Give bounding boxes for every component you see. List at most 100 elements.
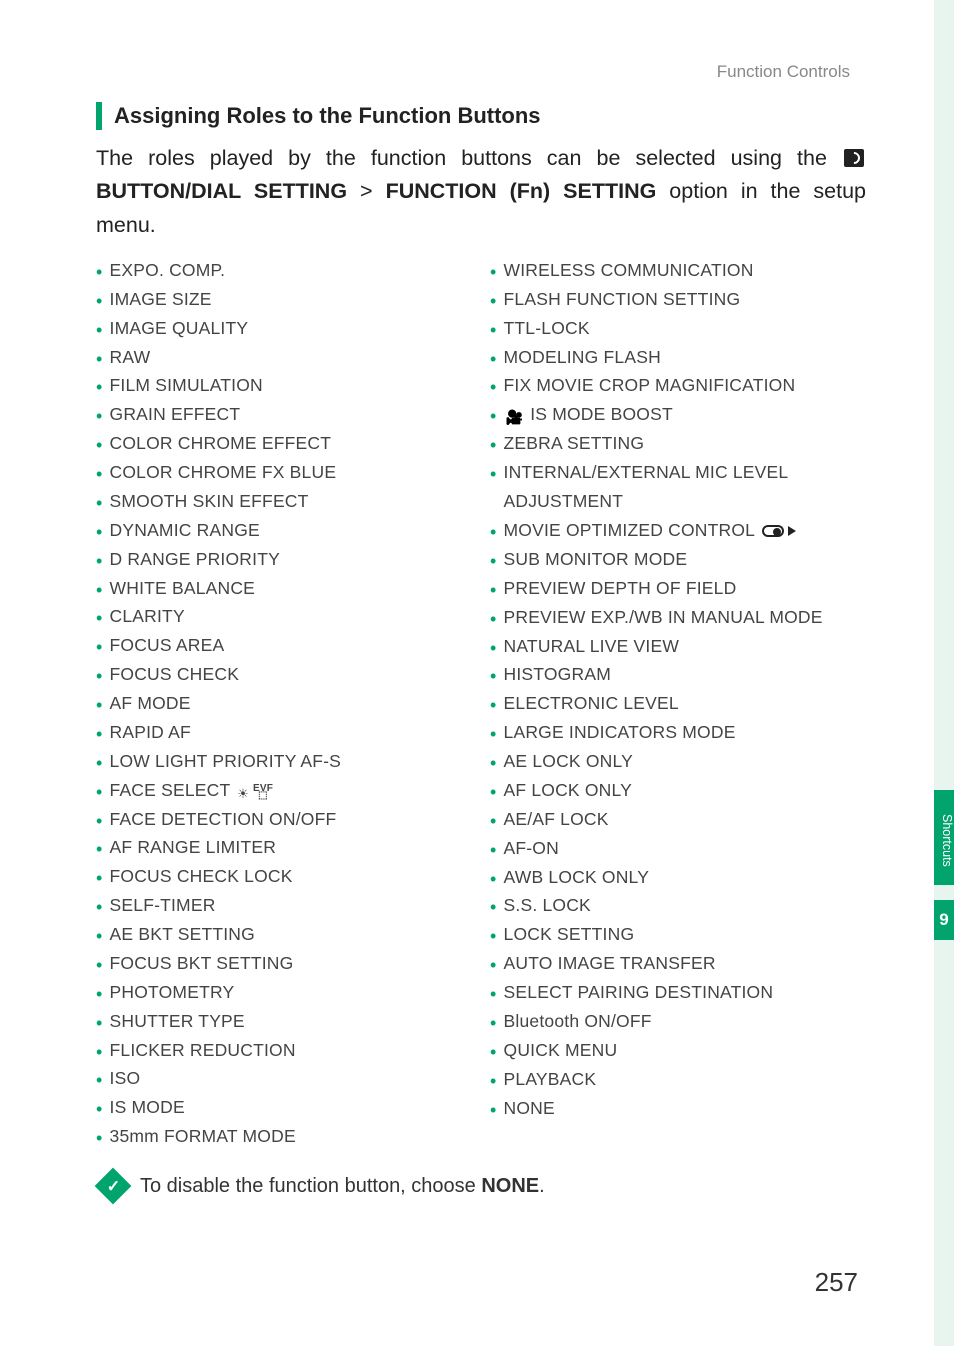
- option-label: LOW LIGHT PRIORITY AF-S: [110, 747, 472, 776]
- option-label: HISTOGRAM: [504, 660, 866, 689]
- option-label: COLOR CHROME EFFECT: [110, 429, 472, 458]
- option-item: •FLICKER REDUCTION: [96, 1036, 472, 1065]
- option-item: •FOCUS BKT SETTING: [96, 949, 472, 978]
- note-bold: NONE: [481, 1175, 539, 1197]
- option-label: FOCUS BKT SETTING: [110, 949, 472, 978]
- bullet-icon: •: [96, 696, 103, 714]
- option-label: SHUTTER TYPE: [110, 1007, 472, 1036]
- option-item: •IMAGE SIZE: [96, 285, 472, 314]
- bullet-icon: •: [96, 985, 103, 1003]
- option-item: • FOCUS CHECK LOCK: [96, 862, 472, 891]
- bullet-icon: •: [96, 581, 103, 599]
- option-item: •EXPO. COMP.: [96, 256, 472, 285]
- option-item: • AF-ON: [490, 834, 866, 863]
- option-item: •RAW: [96, 343, 472, 372]
- bullet-icon: •: [490, 870, 497, 888]
- option-label: 🎥 IS MODE BOOST: [504, 400, 866, 429]
- option-item: •RAPID AF: [96, 718, 472, 747]
- option-label: 35mm FORMAT MODE: [110, 1122, 472, 1151]
- option-label: AF-ON: [504, 834, 866, 863]
- bullet-icon: •: [96, 436, 103, 454]
- option-label: IMAGE QUALITY: [110, 314, 472, 343]
- option-item: •FILM SIMULATION: [96, 371, 472, 400]
- option-item: •S.S. LOCK: [490, 891, 866, 920]
- option-label: PREVIEW DEPTH OF FIELD: [504, 574, 866, 603]
- options-column-left: •EXPO. COMP.•IMAGE SIZE•IMAGE QUALITY•RA…: [96, 256, 472, 1151]
- bullet-icon: •: [96, 465, 103, 483]
- option-item: •FIX MOVIE CROP MAGNIFICATION: [490, 371, 866, 400]
- option-item: •AF LOCK ONLY: [490, 776, 866, 805]
- heading-accent-bar: [96, 102, 102, 130]
- menu-path-2: FUNCTION (Fn) SETTING: [386, 179, 657, 203]
- options-column-right: •WIRELESS COMMUNICATION•FLASH FUNCTION S…: [490, 256, 866, 1151]
- bullet-icon: •: [490, 841, 497, 859]
- option-item: •FLASH FUNCTION SETTING: [490, 285, 866, 314]
- options-columns: •EXPO. COMP.•IMAGE SIZE•IMAGE QUALITY•RA…: [96, 256, 866, 1151]
- option-item: •PREVIEW EXP./WB IN MANUAL MODE: [490, 603, 866, 632]
- bullet-icon: •: [96, 350, 103, 368]
- bullet-icon: •: [490, 985, 497, 1003]
- option-label: AWB LOCK ONLY: [504, 863, 866, 892]
- option-label: SUB MONITOR MODE: [504, 545, 866, 574]
- running-header: Function Controls: [717, 62, 850, 82]
- bullet-icon: •: [96, 1129, 103, 1147]
- heading-text: Assigning Roles to the Function Buttons: [114, 103, 541, 129]
- option-item: •FACE SELECT ☀EVF⬚: [96, 776, 472, 805]
- bullet-icon: •: [490, 754, 497, 772]
- toggle-switch-icon: [762, 525, 784, 537]
- option-label: MODELING FLASH: [504, 343, 866, 372]
- option-label: GRAIN EFFECT: [110, 400, 472, 429]
- bullet-icon: •: [96, 609, 103, 627]
- bullet-icon: •: [96, 725, 103, 743]
- option-label: ISO: [110, 1064, 472, 1093]
- play-icon: [788, 526, 796, 536]
- face-select-target-icon: ☀: [237, 783, 249, 804]
- bullet-icon: •: [490, 812, 497, 830]
- option-item: •AF RANGE LIMITER: [96, 833, 472, 862]
- option-label: LOCK SETTING: [504, 920, 866, 949]
- option-label: PHOTOMETRY: [110, 978, 472, 1007]
- option-item: •LOW LIGHT PRIORITY AF-S: [96, 747, 472, 776]
- bullet-icon: •: [490, 898, 497, 916]
- bullet-icon: •: [96, 869, 103, 887]
- option-label: FILM SIMULATION: [110, 371, 472, 400]
- option-item: •INTERNAL/EXTERNAL MIC LEVEL ADJUSTMENT: [490, 458, 866, 516]
- intro-pre: The roles played by the function buttons…: [96, 146, 842, 170]
- bullet-icon: •: [490, 956, 497, 974]
- option-label: FLICKER REDUCTION: [110, 1036, 472, 1065]
- note-pre: To disable the function button, choose: [140, 1175, 481, 1197]
- intro-paragraph: The roles played by the function buttons…: [96, 142, 866, 242]
- option-item: • FOCUS CHECK: [96, 660, 472, 689]
- bullet-icon: •: [96, 667, 103, 685]
- option-item: •HISTOGRAM: [490, 660, 866, 689]
- bullet-icon: •: [490, 465, 497, 483]
- bullet-icon: •: [96, 552, 103, 570]
- bullet-icon: •: [96, 407, 103, 425]
- option-label: FOCUS CHECK LOCK: [110, 862, 472, 891]
- option-item: • 35mm FORMAT MODE: [96, 1122, 472, 1151]
- bullet-icon: •: [490, 350, 497, 368]
- bullet-icon: •: [490, 523, 497, 541]
- option-item: •COLOR CHROME FX BLUE: [96, 458, 472, 487]
- option-item: • AF MODE: [96, 689, 472, 718]
- option-item: •LOCK SETTING: [490, 920, 866, 949]
- option-label: NONE: [504, 1094, 866, 1123]
- note-text: To disable the function button, choose N…: [140, 1175, 545, 1198]
- option-label: QUICK MENU: [504, 1036, 866, 1065]
- bullet-icon: •: [490, 263, 497, 281]
- bullet-icon: •: [96, 638, 103, 656]
- option-label: IS MODE: [110, 1093, 472, 1122]
- option-label: FOCUS CHECK: [110, 660, 472, 689]
- bullet-icon: •: [96, 1014, 103, 1032]
- movie-camera-icon: 🎥: [506, 406, 524, 429]
- bullet-icon: •: [490, 1043, 497, 1061]
- option-label: FACE DETECTION ON/OFF: [110, 805, 472, 834]
- option-label: AF MODE: [110, 689, 472, 718]
- option-label: FACE SELECT ☀EVF⬚: [110, 776, 472, 805]
- bullet-icon: •: [96, 812, 103, 830]
- option-label: FIX MOVIE CROP MAGNIFICATION: [504, 371, 866, 400]
- bullet-icon: •: [96, 523, 103, 541]
- page-number: 257: [815, 1267, 858, 1298]
- option-item: •PREVIEW DEPTH OF FIELD: [490, 574, 866, 603]
- option-label: AE LOCK ONLY: [504, 747, 866, 776]
